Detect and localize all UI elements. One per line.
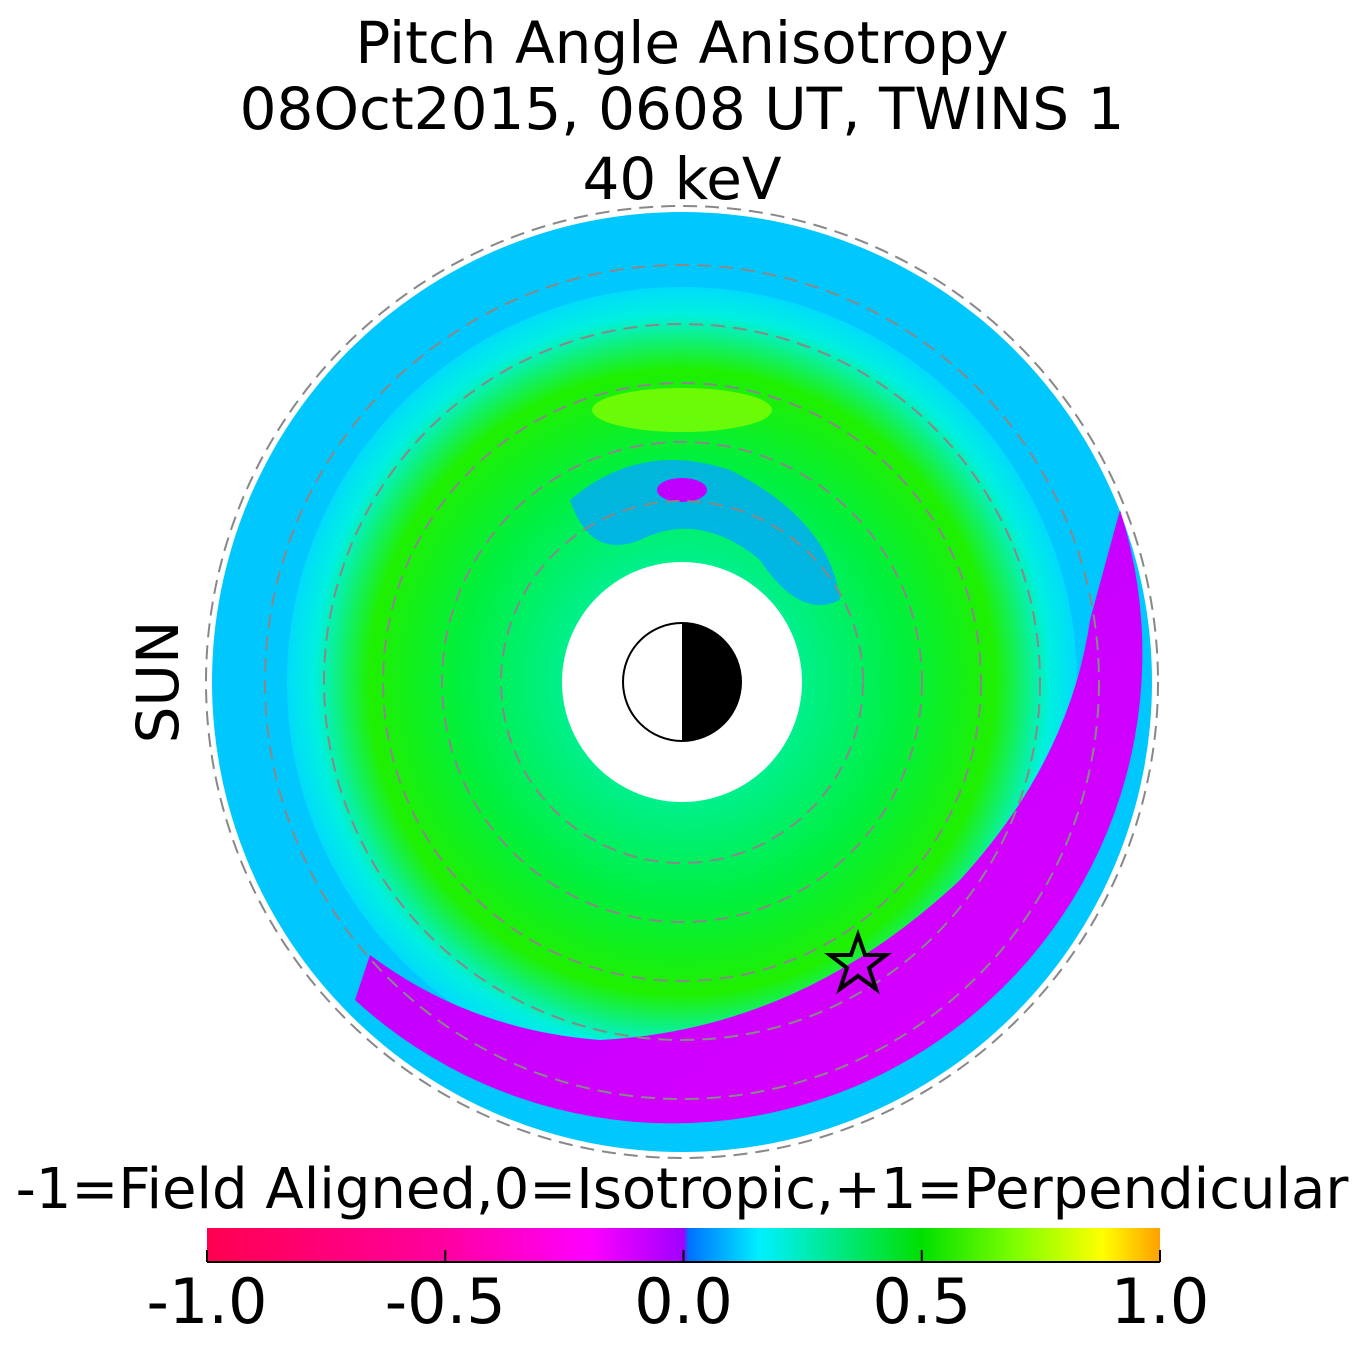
- map: [205, 205, 1159, 1159]
- range-ring: [441, 441, 923, 923]
- colorbar-tick-label: -1.0: [147, 1265, 268, 1338]
- range-ring: [264, 264, 1100, 1100]
- purple-patch: [657, 478, 707, 502]
- range-ring: [500, 500, 864, 864]
- range-ring: [205, 205, 1159, 1159]
- sun-label: SUN: [124, 621, 192, 744]
- title-line: Pitch Angle Anisotropy: [355, 9, 1008, 77]
- title-line: 40 keV: [582, 145, 781, 213]
- colorbar-tick-label: 1.0: [1111, 1265, 1210, 1338]
- colorbar-tick-label: 0.5: [872, 1265, 971, 1338]
- colorbar-tick-label: 0.0: [634, 1265, 733, 1338]
- colorbar-tick-label: -0.5: [385, 1265, 506, 1338]
- spacecraft-star: [824, 928, 892, 995]
- blue-patch: [570, 460, 840, 605]
- colorbar-label: -1=Field Aligned,0=Isotropic,+1=Perpendi…: [16, 1157, 1350, 1222]
- bright-patch: [592, 388, 772, 432]
- earth-night: [682, 623, 741, 741]
- perpendicular-region: [355, 510, 1143, 1124]
- range-rings: [205, 205, 1159, 1159]
- range-ring: [382, 382, 982, 982]
- title-line: 08Oct2015, 0608 UT, TWINS 1: [240, 75, 1125, 143]
- range-ring: [323, 323, 1041, 1041]
